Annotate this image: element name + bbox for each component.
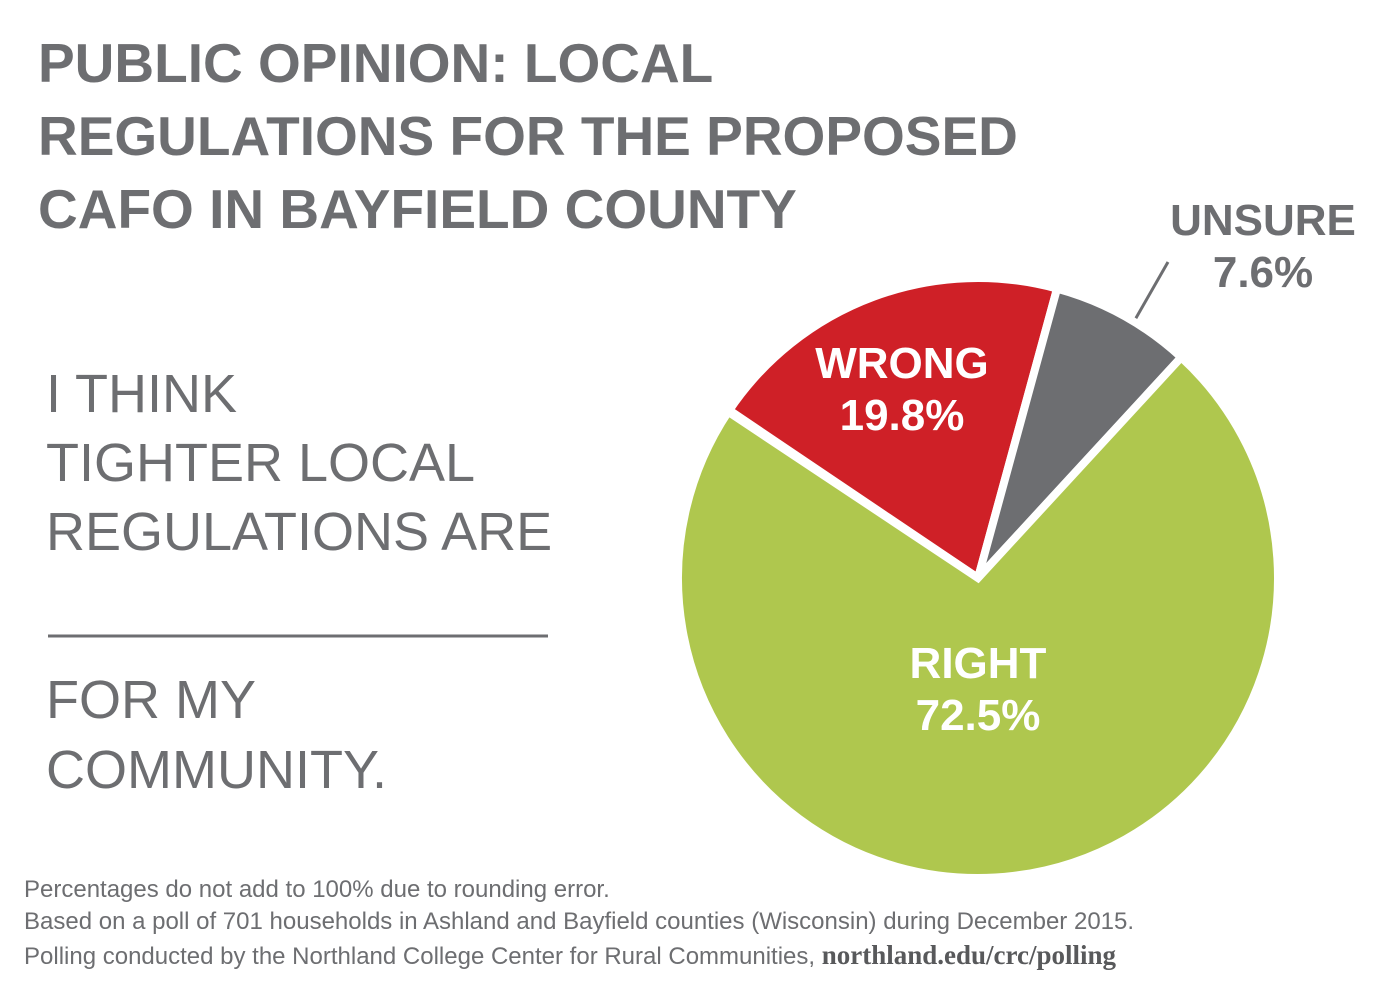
prompt-line: FOR MY xyxy=(46,670,256,730)
slice-category: WRONG xyxy=(815,339,989,388)
note: Based on a poll of 701 households in Ash… xyxy=(24,908,1134,935)
prompt-line: REGULATIONS ARE xyxy=(46,502,552,562)
prompt: I THINK TIGHTER LOCAL REGULATIONS ARE FO… xyxy=(46,364,552,800)
notes: Percentages do not add to 100% due to ro… xyxy=(24,876,1134,970)
slice-value: 72.5% xyxy=(916,691,1041,740)
prompt-line: COMMUNITY. xyxy=(46,740,387,800)
pie-slice xyxy=(974,283,1187,581)
pie-slice xyxy=(723,274,1062,585)
note: Percentages do not add to 100% due to ro… xyxy=(24,876,610,903)
note: Polling conducted by the Northland Colle… xyxy=(24,940,1117,970)
title: PUBLIC OPINION: LOCAL REGULATIONS FOR TH… xyxy=(38,32,1018,240)
source-url: northland.edu/crc/polling xyxy=(822,940,1117,970)
prompt-line: I THINK xyxy=(46,364,237,424)
slice-category: RIGHT xyxy=(910,639,1047,688)
title-line: CAFO IN BAYFIELD COUNTY xyxy=(38,178,797,240)
prompt-line: TIGHTER LOCAL xyxy=(46,433,475,493)
note-text: Polling conducted by the Northland Colle… xyxy=(24,943,815,970)
title-line: REGULATIONS FOR THE PROPOSED xyxy=(38,105,1018,167)
slice-value: 19.8% xyxy=(840,391,965,440)
slice-value: 7.6% xyxy=(1213,248,1313,297)
slice-category: UNSURE xyxy=(1170,196,1356,245)
pie-slice xyxy=(674,351,1282,882)
title-line: PUBLIC OPINION: LOCAL xyxy=(38,32,713,94)
